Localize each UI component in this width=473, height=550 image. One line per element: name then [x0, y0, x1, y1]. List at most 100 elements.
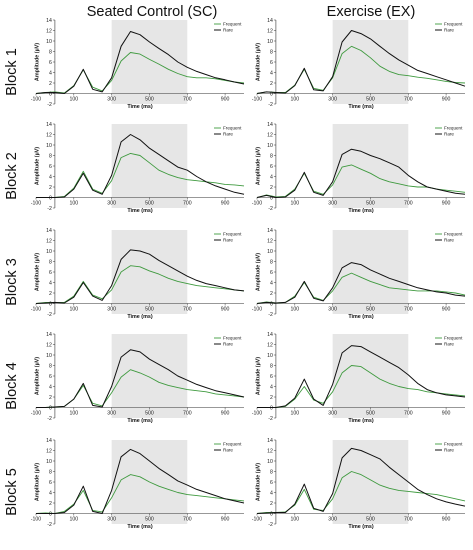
- y-tick-label: 12: [267, 238, 273, 244]
- legend-frequent-label: Frequent: [223, 442, 242, 447]
- y-tick-label: 6: [270, 374, 273, 380]
- y-tick-label: 0: [49, 91, 52, 97]
- legend-frequent-label: Frequent: [444, 232, 463, 237]
- x-tick-label: 500: [366, 201, 375, 207]
- x-tick-label: 700: [183, 97, 192, 103]
- y-tick-label: 12: [267, 448, 273, 454]
- y-tick-label: 6: [49, 480, 52, 486]
- y-tick-label: 8: [270, 363, 273, 369]
- y-tick-label: 2: [49, 185, 52, 191]
- y-tick-label: -2: [268, 102, 273, 108]
- y-tick-label: 2: [270, 501, 273, 507]
- row-title-block-1: Block 1: [4, 48, 20, 96]
- series-rare-line: [256, 447, 466, 514]
- legend-frequent-label: Frequent: [223, 336, 242, 341]
- y-tick-label: 2: [270, 81, 273, 87]
- y-tick-label: 0: [49, 195, 52, 201]
- y-axis-label: Amplitude (µV): [35, 253, 41, 291]
- y-axis-label: Amplitude (µV): [35, 43, 41, 81]
- x-tick-label: -100: [252, 411, 262, 417]
- x-tick-label: 900: [221, 517, 230, 523]
- legend-frequent-label: Frequent: [444, 126, 463, 131]
- x-axis-label: Time (ms): [348, 104, 374, 110]
- x-tick-label: 900: [442, 201, 451, 207]
- x-tick-label: 900: [442, 411, 451, 417]
- panel-2-2: -2 0 2 4 6 8 10 12 14 -100 100 300 500 700 900 Time (ms…: [252, 122, 466, 214]
- x-tick-label: -100: [31, 201, 41, 207]
- x-tick-label: 100: [290, 307, 299, 313]
- x-tick-label: 500: [145, 517, 154, 523]
- y-tick-label: -2: [47, 522, 52, 528]
- y-tick-label: 4: [270, 384, 273, 390]
- y-tick-label: 8: [49, 469, 52, 475]
- panel-4-1: -2 0 2 4 6 8 10 12 14 -100 100 300 500 700 900 Time (ms…: [31, 332, 245, 424]
- y-tick-label: 12: [267, 132, 273, 138]
- x-tick-label: 500: [145, 307, 154, 313]
- y-tick-label: 4: [270, 70, 273, 76]
- y-tick-label: 2: [270, 185, 273, 191]
- x-tick-label: -100: [252, 307, 262, 313]
- x-tick-label: 700: [404, 411, 413, 417]
- x-tick-label: 100: [69, 411, 78, 417]
- y-tick-label: 8: [49, 259, 52, 265]
- x-tick-label: 500: [366, 97, 375, 103]
- y-tick-label: 6: [49, 60, 52, 66]
- row-title-block-5: Block 5: [4, 468, 20, 516]
- shaded-window: [111, 124, 188, 208]
- x-tick-label: 300: [328, 97, 337, 103]
- y-axis-label: Amplitude (µV): [35, 147, 41, 185]
- y-tick-label: 14: [267, 438, 273, 444]
- series-frequent-line: [257, 365, 466, 408]
- x-tick-label: 900: [221, 201, 230, 207]
- panel-1-1: -2 0 2 4 6 8 10 12 14 -100 100 300 500 700 900 Time (ms…: [31, 18, 245, 110]
- y-tick-label: 10: [267, 143, 273, 149]
- y-tick-label: 14: [267, 332, 273, 338]
- y-tick-label: 0: [49, 405, 52, 411]
- y-tick-label: 14: [46, 122, 52, 128]
- y-tick-label: -2: [47, 416, 52, 422]
- y-tick-label: 4: [49, 280, 52, 286]
- x-tick-label: 300: [328, 201, 337, 207]
- x-tick-label: 700: [183, 307, 192, 313]
- x-tick-label: 300: [107, 307, 116, 313]
- y-tick-label: -2: [268, 522, 273, 528]
- x-tick-label: 900: [442, 307, 451, 313]
- y-tick-label: 6: [270, 480, 273, 486]
- shaded-window: [111, 334, 188, 418]
- shaded-window: [111, 20, 188, 104]
- x-tick-label: 700: [183, 517, 192, 523]
- x-tick-label: 100: [290, 517, 299, 523]
- y-tick-label: 10: [46, 353, 52, 359]
- y-tick-label: -2: [268, 206, 273, 212]
- x-tick-label: 300: [328, 411, 337, 417]
- panel-2-1: -2 0 2 4 6 8 10 12 14 -100 100 300 500 700 900 Time (ms…: [31, 122, 245, 214]
- y-axis-label: Amplitude (µV): [256, 147, 262, 185]
- y-tick-label: 12: [46, 28, 52, 34]
- y-tick-label: 4: [49, 70, 52, 76]
- y-tick-label: 14: [267, 122, 273, 128]
- y-tick-label: 10: [267, 353, 273, 359]
- y-tick-label: 0: [270, 511, 273, 517]
- x-tick-label: -100: [31, 517, 41, 523]
- y-tick-label: 14: [267, 18, 273, 24]
- y-axis-label: Amplitude (µV): [35, 463, 41, 501]
- y-axis-label: Amplitude (µV): [256, 253, 262, 291]
- y-tick-label: 4: [49, 174, 52, 180]
- row-title-block-2: Block 2: [4, 152, 20, 200]
- series-frequent-line: [35, 265, 245, 304]
- x-tick-label: 100: [69, 517, 78, 523]
- row-title-block-3: Block 3: [4, 258, 20, 306]
- shaded-window: [111, 230, 188, 314]
- y-axis-label: Amplitude (µV): [256, 357, 262, 395]
- row-title-block-4: Block 4: [4, 362, 20, 410]
- x-axis-label: Time (ms): [127, 524, 153, 530]
- y-tick-label: 6: [49, 164, 52, 170]
- x-tick-label: 100: [69, 307, 78, 313]
- x-tick-label: -100: [252, 201, 262, 207]
- x-tick-label: 100: [69, 201, 78, 207]
- series-rare-line: [256, 262, 466, 304]
- legend-rare-label: Rare: [444, 132, 454, 137]
- legend-frequent-label: Frequent: [223, 22, 242, 27]
- legend-frequent-label: Frequent: [223, 232, 242, 237]
- legend-frequent-label: Frequent: [444, 442, 463, 447]
